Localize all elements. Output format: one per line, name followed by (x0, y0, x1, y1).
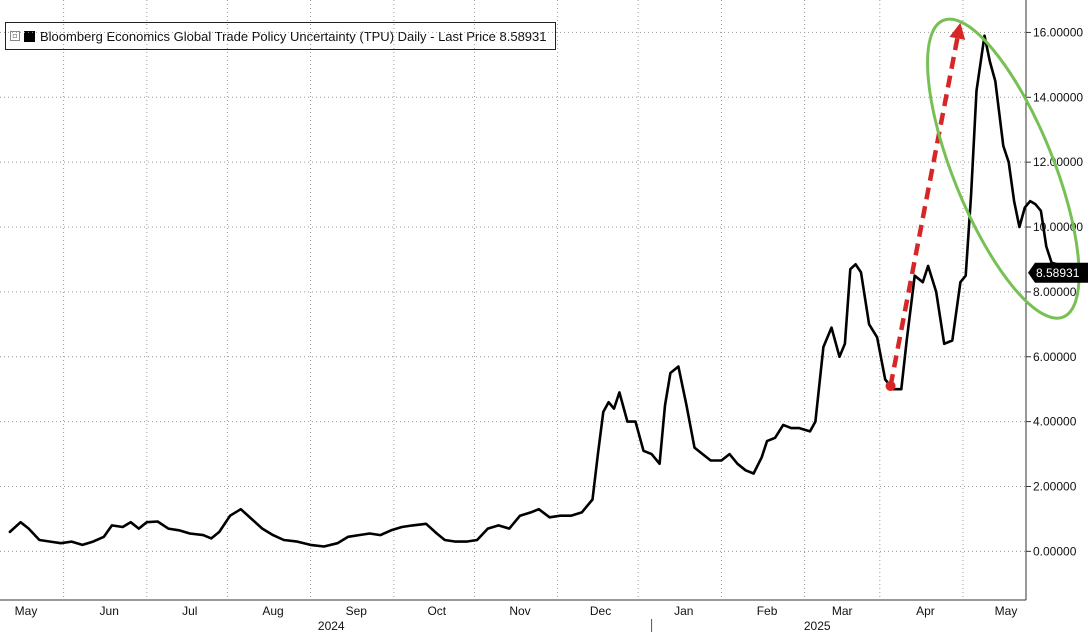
series-line (8, 34, 1064, 548)
last-price-badge (1028, 262, 1088, 283)
x-tick-label: Dec (590, 604, 611, 618)
x-tick-label: Oct (427, 604, 446, 618)
x-tick-label: Nov (509, 604, 530, 618)
y-tick-label: 10.00000 (1033, 220, 1083, 234)
legend-toggle-icon[interactable]: ▫ (10, 31, 20, 41)
year-label: 2024 (318, 619, 345, 632)
arrow-start-dot (885, 380, 896, 391)
x-tick-label: May (995, 604, 1018, 618)
y-tick-label: 0.00000 (1033, 544, 1077, 558)
green-highlight-ellipse (926, 17, 1081, 320)
x-tick-label: Aug (262, 604, 283, 618)
x-tick-label: Jul (182, 604, 197, 618)
x-tick-label: Sep (346, 604, 368, 618)
series-swatch (24, 30, 35, 42)
red-arrow-head (949, 22, 966, 40)
x-tick-label: Feb (757, 604, 778, 618)
red-dashed-arrow (888, 37, 960, 387)
x-tick-label: May (15, 604, 38, 618)
y-tick-label: 6.00000 (1033, 350, 1077, 364)
y-tick-label: 16.00000 (1033, 25, 1083, 39)
year-label: 2025 (804, 619, 831, 632)
last-price-label: 8.58931 (1036, 266, 1080, 280)
x-tick-label: Mar (832, 604, 853, 618)
y-tick-label: 2.00000 (1033, 479, 1077, 493)
chart-legend: ▫ Bloomberg Economics Global Trade Polic… (5, 22, 556, 50)
y-tick-label: 14.00000 (1033, 90, 1083, 104)
y-tick-label: 8.00000 (1033, 285, 1077, 299)
legend-label: Bloomberg Economics Global Trade Policy … (40, 28, 547, 44)
y-tick-label: 4.00000 (1033, 415, 1077, 429)
x-tick-label: Jan (674, 604, 693, 618)
x-tick-label: Apr (916, 604, 935, 618)
y-tick-label: 12.00000 (1033, 155, 1083, 169)
x-tick-label: Jun (100, 604, 119, 618)
